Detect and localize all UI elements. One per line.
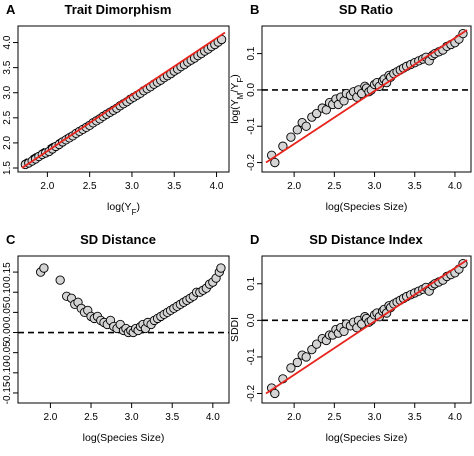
x-tick-label: 4.0	[448, 412, 462, 423]
data-point	[286, 132, 296, 142]
x-tick-label: 2.5	[84, 412, 98, 423]
panel-title: SD Ratio	[339, 2, 393, 17]
x-tick-label: 3.0	[125, 181, 139, 192]
data-point	[301, 352, 311, 362]
y-axis-label: log(YM/YF)	[229, 74, 245, 124]
y-tick-label: 0.0	[246, 313, 257, 327]
y-tick-label: -0.10	[2, 361, 13, 384]
data-point	[39, 263, 49, 273]
x-tick-label: 4.0	[448, 181, 462, 192]
y-tick-label: 0.05	[2, 302, 13, 322]
x-tick-label: 3.5	[408, 181, 422, 192]
x-axis-label: log(YF)	[107, 201, 140, 217]
data-point	[55, 275, 65, 285]
y-tick-label: 0.15	[2, 262, 13, 282]
y-tick-label: -0.15	[2, 381, 13, 404]
x-axis-label: log(Species Size)	[326, 432, 408, 444]
x-tick-label: 2.0	[40, 181, 54, 192]
y-tick-label: 1.5	[2, 161, 13, 175]
plot-frame	[17, 25, 230, 173]
x-tick-label: 3.0	[368, 181, 382, 192]
data-point	[312, 108, 322, 119]
panel-c-sd-distance: C SD Distance 2.0 2.5 3.0 3.5 4.0 -0.15-0.10-0.…	[0, 232, 230, 444]
data-point	[292, 357, 303, 368]
x-tick-label: 2.5	[327, 412, 341, 423]
x-tick-label: 4.0	[206, 412, 220, 423]
x-tick-label: 2.0	[287, 181, 301, 192]
y-tick-label: 3.5	[2, 60, 13, 74]
plot-frame	[261, 25, 472, 173]
y-tick-label: 2.0	[2, 136, 13, 150]
y-tick-label: 0.1	[246, 276, 257, 290]
panel-title: SD Distance	[80, 232, 156, 247]
plot-frame	[17, 255, 230, 404]
fit-line	[265, 259, 468, 395]
x-tick-label: 4.0	[210, 181, 224, 192]
y-tick-label: -0.1	[246, 348, 257, 366]
panel-a-trait-dimorphism: A Trait Dimorphism 2.0 2.5 3.0 3.5 4.0 1.5 2.0 2.…	[0, 2, 230, 217]
data-point	[216, 263, 226, 273]
fit-line	[21, 31, 226, 169]
x-tick-label: 3.0	[125, 412, 139, 423]
data-point	[270, 157, 280, 168]
panel-d-sd-distance-index: D SD Distance Index 2.0 2.5 3.0 3.5 4.0 -0.2 -0.…	[229, 232, 472, 444]
x-tick-label: 2.5	[83, 181, 97, 192]
y-tick-label: -0.05	[2, 341, 13, 364]
x-axis-label: log(Species Size)	[326, 201, 408, 213]
y-axis-label: SDDI	[229, 317, 241, 342]
y-tick-label: -0.1	[246, 117, 257, 135]
y-tick-label: 0.10	[2, 282, 13, 302]
y-tick-label: 2.5	[2, 110, 13, 124]
y-axis-label: log(YM)	[0, 82, 1, 117]
x-tick-label: 3.5	[165, 412, 179, 423]
x-axis-label: log(Species Size)	[83, 432, 165, 444]
x-tick-label: 3.5	[167, 181, 181, 192]
plot-frame	[261, 255, 472, 404]
x-tick-label: 2.0	[287, 412, 301, 423]
panel-letter: D	[250, 232, 259, 247]
x-tick-label: 2.0	[43, 412, 57, 423]
data-point	[270, 388, 280, 399]
panel-letter: C	[6, 232, 16, 247]
y-tick-label: -0.2	[246, 153, 257, 171]
y-tick-label: 0.0	[246, 83, 257, 97]
x-tick-label: 3.5	[408, 412, 422, 423]
panel-title: SD Distance Index	[309, 232, 423, 247]
data-point	[292, 125, 303, 135]
y-axis-label: DSD	[0, 320, 1, 339]
panel-letter: B	[250, 2, 259, 17]
y-tick-label: 4.0	[2, 35, 13, 49]
data-point	[312, 339, 322, 349]
y-tick-label: 3.0	[2, 85, 13, 99]
y-tick-label: 0.1	[246, 46, 257, 60]
panel-title: Trait Dimorphism	[65, 2, 172, 17]
x-tick-label: 3.0	[368, 412, 382, 423]
y-tick-label: 0.00	[2, 322, 13, 342]
data-point	[301, 121, 311, 131]
data-point	[286, 363, 296, 373]
panel-b-sd-ratio: B SD Ratio 2.0 2.5 3.0 3.5 4.0 -0.2 -0.1 0.0 0.1 lo…	[229, 2, 472, 213]
panel-letter: A	[6, 2, 16, 17]
y-tick-label: -0.2	[246, 384, 257, 402]
fit-line	[265, 29, 468, 164]
x-tick-label: 2.5	[327, 181, 341, 192]
